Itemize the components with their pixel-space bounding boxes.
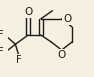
Text: O: O <box>24 7 32 17</box>
Text: O: O <box>63 14 72 24</box>
Text: O: O <box>58 50 66 60</box>
Text: F: F <box>0 30 3 40</box>
Text: F: F <box>0 47 3 57</box>
Text: F: F <box>16 55 22 65</box>
